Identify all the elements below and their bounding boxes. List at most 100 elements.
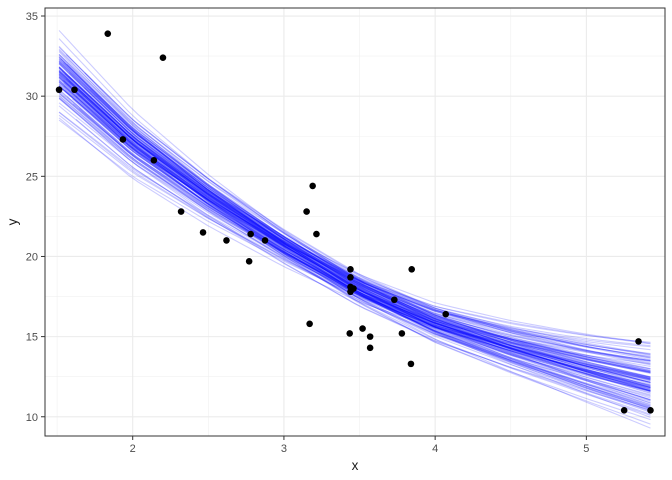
minor-gridlines xyxy=(45,8,665,436)
fitted-curve xyxy=(63,62,651,359)
fitted-curve xyxy=(58,67,651,359)
data-point xyxy=(104,30,112,37)
y-tick-label: 10 xyxy=(26,412,38,424)
y-axis-title: y xyxy=(5,218,20,225)
data-point xyxy=(199,229,207,236)
x-tick-label: 2 xyxy=(130,443,136,455)
fitted-curve xyxy=(60,58,651,370)
fitted-curve xyxy=(58,81,651,365)
fitted-curve xyxy=(58,56,651,410)
fitted-curve xyxy=(58,91,651,380)
fitted-curve xyxy=(58,81,651,356)
data-point xyxy=(55,86,63,94)
fitted-curve xyxy=(74,91,651,396)
fitted-curve xyxy=(89,88,651,388)
fitted-curve xyxy=(64,73,651,384)
fitted-curve xyxy=(65,54,651,404)
fitted-curve xyxy=(58,72,651,367)
fitted-curve xyxy=(58,51,651,362)
data-point xyxy=(177,208,185,215)
fitted-curve xyxy=(58,92,651,398)
fitted-curve xyxy=(58,76,651,362)
fitted-curve xyxy=(84,72,651,364)
fitted-curve xyxy=(58,54,651,391)
fitted-curve xyxy=(58,57,651,388)
data-point xyxy=(309,182,316,190)
data-point xyxy=(350,285,357,292)
fitted-curve xyxy=(58,66,651,421)
fitted-curve xyxy=(58,70,651,384)
fitted-curve xyxy=(58,63,651,380)
data-point xyxy=(71,86,78,94)
fitted-curve xyxy=(58,117,651,365)
fitted-curve xyxy=(58,73,651,384)
y-tick-label: 15 xyxy=(26,332,38,344)
data-point xyxy=(366,333,374,340)
data-point xyxy=(223,237,230,244)
fitted-curve xyxy=(58,111,651,390)
fitted-curve xyxy=(58,89,651,392)
fitted-curve xyxy=(58,85,651,361)
panel-border xyxy=(44,7,666,437)
data-point xyxy=(159,54,167,61)
fitted-curve xyxy=(72,103,651,390)
fitted-curve xyxy=(58,74,651,392)
x-tick-label: 3 xyxy=(281,443,287,455)
fitted-curve xyxy=(58,30,651,382)
fitted-curve xyxy=(66,63,651,348)
data-point xyxy=(261,237,269,244)
data-point xyxy=(347,265,354,273)
data-point xyxy=(313,230,320,238)
y-tick-label: 35 xyxy=(26,11,38,23)
fitted-curve xyxy=(58,83,651,378)
fitted-curve xyxy=(58,45,651,386)
fitted-curve xyxy=(68,80,651,392)
y-tick-label: 25 xyxy=(26,171,38,183)
data-point xyxy=(366,344,374,352)
data-point xyxy=(303,208,310,215)
data-point xyxy=(442,310,450,318)
data-point xyxy=(247,230,254,238)
fitted-curve xyxy=(58,94,651,386)
fitted-curve xyxy=(58,38,651,373)
fitted-curve xyxy=(58,70,651,378)
data-point xyxy=(119,136,127,143)
fitted-curve xyxy=(78,108,651,381)
fitted-curve xyxy=(58,77,651,373)
x-axis-ticks: 2 3 4 5 xyxy=(130,436,589,455)
fitted-curve xyxy=(58,71,651,390)
data-point xyxy=(346,330,354,337)
fitted-curve xyxy=(58,66,651,389)
data-point xyxy=(306,320,313,328)
fitted-curve xyxy=(71,98,651,407)
fitted-curve xyxy=(58,48,651,383)
fitted-curve xyxy=(58,69,651,355)
fitted-curve xyxy=(66,96,651,374)
data-point xyxy=(245,257,253,265)
fitted-curve xyxy=(58,58,651,362)
fitted-curve xyxy=(58,114,651,385)
fitted-curve xyxy=(58,66,651,409)
fitted-curve xyxy=(75,118,651,362)
major-gridlines xyxy=(45,8,665,436)
fitted-curve xyxy=(61,70,651,351)
fitted-curve xyxy=(58,111,651,388)
fitted-curve xyxy=(58,73,651,344)
fitted-curve xyxy=(58,97,651,411)
fitted-curve xyxy=(58,46,651,366)
fitted-curve xyxy=(58,50,651,378)
data-point xyxy=(407,360,415,368)
fitted-curve xyxy=(84,87,651,343)
fitted-curve xyxy=(58,67,651,358)
fitted-curve xyxy=(64,89,651,388)
data-point xyxy=(647,407,654,414)
y-tick-label: 30 xyxy=(26,91,38,103)
fitted-curve xyxy=(75,96,651,416)
data-point xyxy=(620,407,628,414)
fitted-curve xyxy=(63,85,651,409)
fitted-curve xyxy=(58,80,651,404)
data-point xyxy=(391,296,398,304)
fitted-curve xyxy=(58,61,651,392)
fitted-curve xyxy=(77,87,651,401)
